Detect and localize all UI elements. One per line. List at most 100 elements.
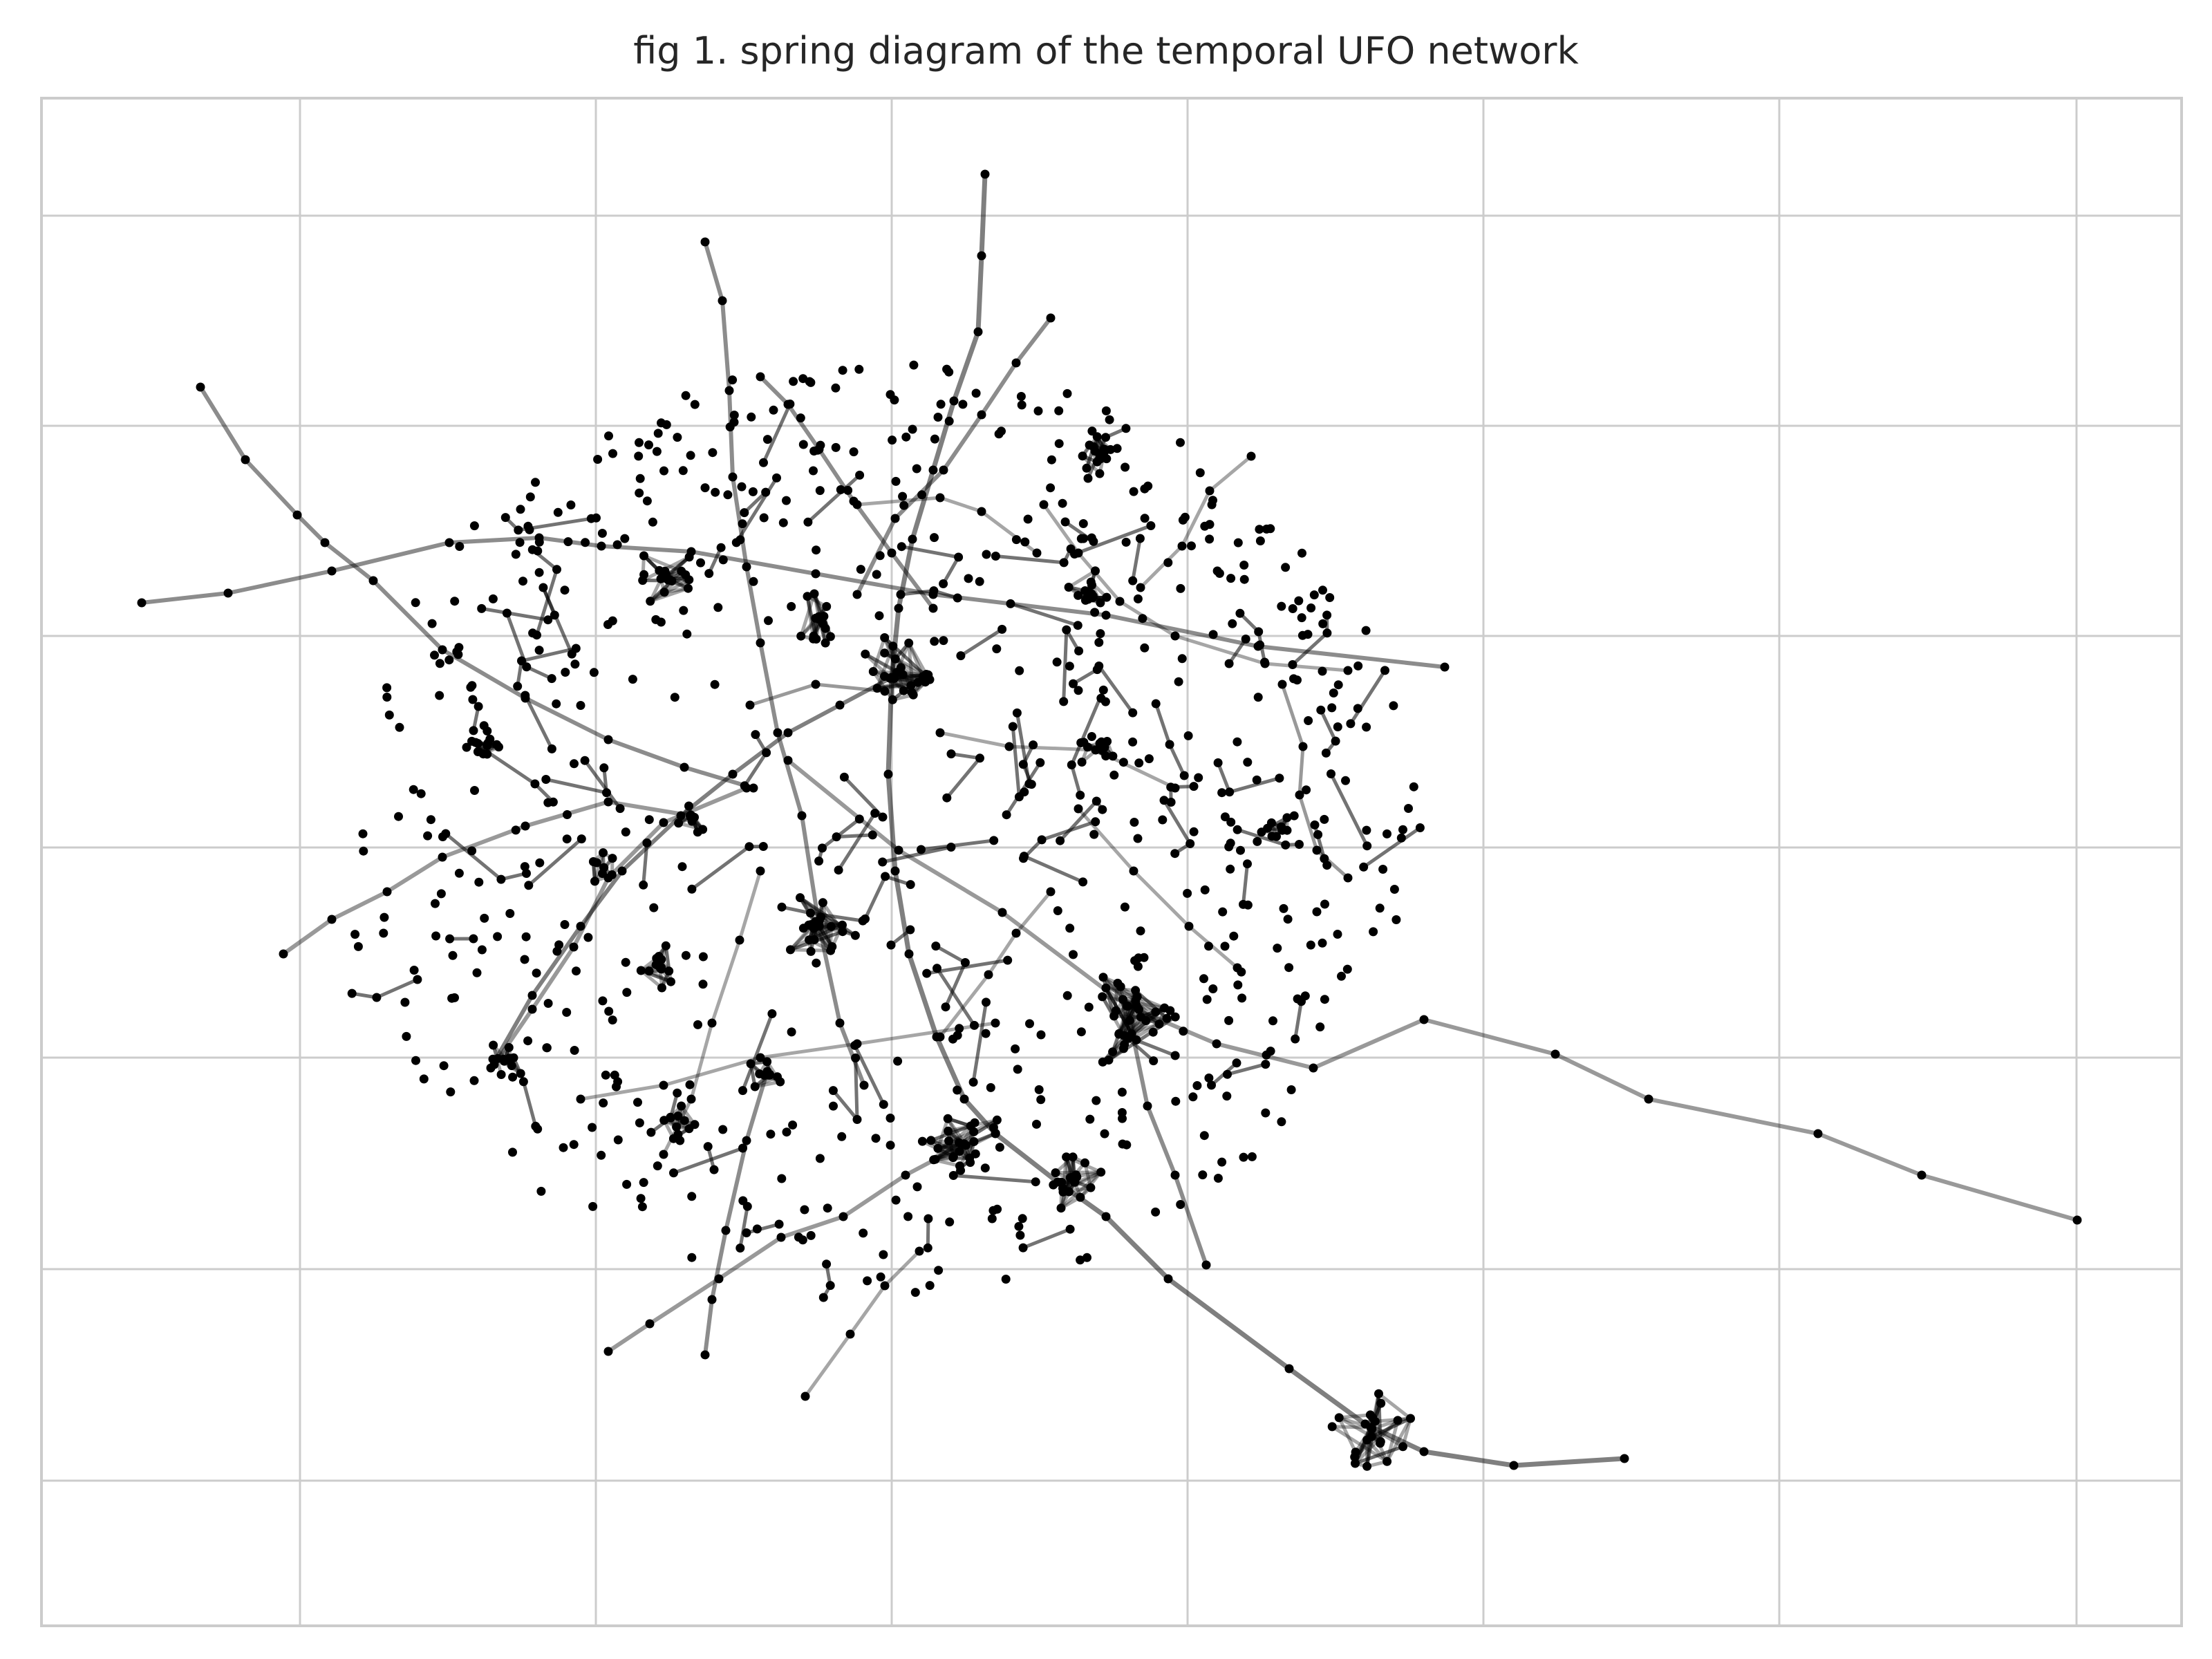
network-node — [1069, 679, 1078, 688]
network-node — [1064, 583, 1074, 592]
network-node — [1236, 845, 1245, 855]
network-node — [809, 589, 819, 599]
network-node — [677, 1101, 686, 1111]
network-node — [1277, 601, 1286, 611]
network-node — [803, 592, 812, 601]
network-node — [872, 684, 882, 693]
network-edge — [803, 1332, 852, 1398]
network-node — [612, 540, 622, 550]
network-node — [469, 934, 478, 944]
network-node — [925, 1281, 935, 1291]
network-node — [959, 1094, 969, 1104]
network-node — [724, 386, 734, 395]
network-node — [880, 633, 890, 642]
network-node — [439, 1061, 449, 1071]
network-node — [1283, 915, 1293, 924]
network-edge — [1369, 1416, 1412, 1438]
network-node — [570, 759, 579, 769]
network-node — [572, 966, 581, 976]
network-edge — [838, 1021, 866, 1087]
network-node — [1375, 903, 1385, 913]
network-node — [1091, 796, 1101, 806]
network-node — [576, 1094, 585, 1104]
network-node — [1071, 1170, 1081, 1180]
network-edge — [703, 1297, 714, 1357]
network-node — [1243, 900, 1253, 910]
network-node — [843, 485, 853, 495]
network-edge — [530, 945, 576, 1011]
network-node — [672, 1122, 682, 1132]
network-node — [796, 893, 805, 903]
network-node — [742, 783, 751, 793]
network-node — [1253, 836, 1262, 846]
network-edge — [741, 1012, 774, 1093]
network-node — [547, 674, 556, 684]
network-node — [1098, 805, 1107, 814]
network-node — [686, 547, 696, 556]
network-node — [899, 500, 909, 510]
network-node — [1304, 716, 1313, 725]
network-node — [831, 383, 841, 393]
network-edge — [243, 458, 299, 517]
network-node — [685, 1080, 695, 1089]
network-node — [470, 786, 479, 795]
network-node — [908, 424, 917, 434]
network-node — [444, 655, 454, 665]
network-node — [880, 1281, 890, 1291]
network-node — [513, 682, 523, 691]
network-node — [588, 1123, 597, 1132]
network-node — [863, 1276, 872, 1286]
network-node — [939, 579, 948, 588]
network-node — [489, 1060, 499, 1069]
network-edge — [1263, 662, 1350, 673]
network-node — [878, 857, 888, 867]
network-node — [934, 1266, 944, 1275]
network-node — [806, 946, 816, 956]
network-edge — [720, 299, 731, 393]
network-edge — [892, 868, 912, 957]
network-node — [520, 955, 529, 964]
network-node — [1163, 1274, 1173, 1284]
network-node — [1226, 817, 1236, 827]
network-node — [783, 756, 793, 765]
network-node — [975, 753, 984, 763]
network-node — [642, 496, 652, 506]
network-edge — [986, 931, 1018, 977]
network-node — [778, 518, 788, 527]
network-node — [798, 440, 808, 449]
network-node — [955, 1161, 964, 1171]
network-node — [707, 1018, 717, 1028]
network-node — [516, 1069, 525, 1078]
network-node — [1076, 1192, 1085, 1202]
network-node — [1014, 1221, 1024, 1231]
network-edge — [1015, 711, 1031, 786]
network-edge — [1135, 995, 1167, 1010]
network-node — [1065, 662, 1074, 671]
network-node — [1023, 514, 1033, 524]
network-node — [1306, 603, 1316, 612]
network-node — [887, 673, 897, 682]
network-node — [991, 1018, 1000, 1028]
network-edge — [814, 572, 935, 597]
network-node — [729, 418, 739, 427]
network-node — [471, 738, 480, 747]
network-node — [1089, 830, 1099, 839]
network-edge — [1014, 890, 1053, 935]
network-node — [711, 487, 720, 497]
network-node — [1243, 758, 1253, 767]
network-node — [912, 1182, 922, 1192]
network-node — [782, 496, 791, 505]
network-node — [518, 1077, 528, 1087]
network-node — [835, 1018, 845, 1028]
network-edge — [933, 1141, 961, 1161]
network-node — [851, 1053, 861, 1062]
network-node — [868, 667, 878, 676]
network-node — [636, 966, 646, 975]
network-node — [416, 789, 426, 798]
network-node — [563, 537, 573, 547]
network-node — [1001, 1275, 1011, 1284]
network-node — [956, 651, 966, 661]
network-node — [561, 668, 570, 677]
network-node — [409, 785, 418, 794]
network-node — [796, 413, 805, 423]
